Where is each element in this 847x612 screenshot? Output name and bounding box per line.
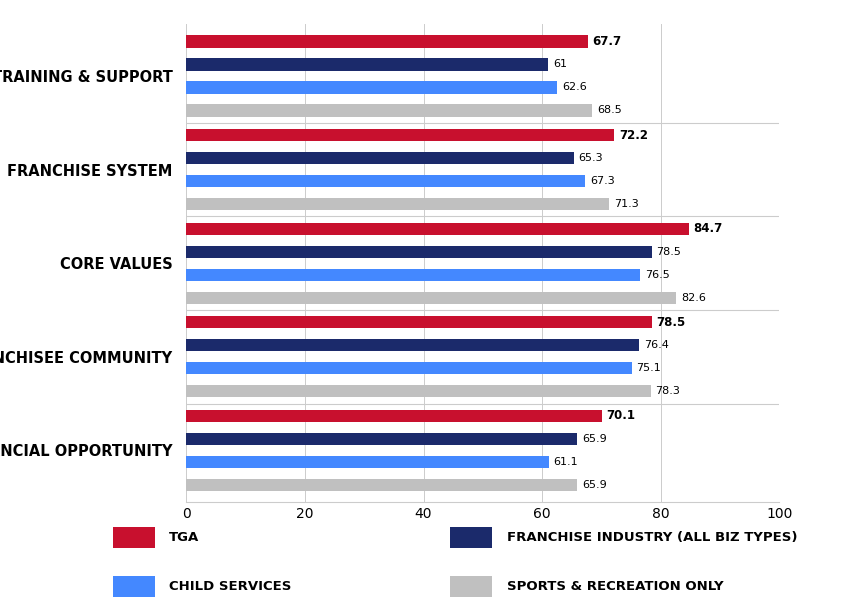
Text: 76.4: 76.4 [644,340,669,350]
Text: 67.3: 67.3 [590,176,615,186]
Bar [186,385,650,397]
Text: 65.9: 65.9 [582,434,606,444]
Bar [186,362,632,375]
Text: 68.5: 68.5 [597,105,622,116]
Bar [186,223,689,235]
Text: 76.5: 76.5 [645,270,669,280]
Text: 61: 61 [553,59,567,69]
Bar [186,433,577,445]
Text: 82.6: 82.6 [681,293,706,303]
Bar [186,245,652,258]
FancyBboxPatch shape [451,577,492,597]
FancyBboxPatch shape [113,577,155,597]
Bar [186,35,588,48]
Text: 61.1: 61.1 [553,457,578,467]
Text: TGA: TGA [169,531,199,544]
Bar [186,316,652,329]
Bar [186,479,577,491]
Text: 62.6: 62.6 [562,83,587,92]
Bar [186,291,676,304]
Bar [186,152,573,164]
Bar [186,339,639,351]
FancyBboxPatch shape [113,527,155,548]
Bar [186,81,557,94]
Text: 67.7: 67.7 [592,35,622,48]
Text: 78.3: 78.3 [656,386,680,396]
Text: 84.7: 84.7 [694,222,722,235]
Bar [186,269,640,281]
Text: 78.5: 78.5 [656,247,681,256]
Text: FRANCHISE INDUSTRY (ALL BIZ TYPES): FRANCHISE INDUSTRY (ALL BIZ TYPES) [507,531,797,544]
Bar [186,105,592,116]
Text: 78.5: 78.5 [656,316,686,329]
Text: 65.9: 65.9 [582,480,606,490]
Text: 75.1: 75.1 [636,364,662,373]
Bar [186,198,609,210]
Text: 65.3: 65.3 [579,153,603,163]
Text: SPORTS & RECREATION ONLY: SPORTS & RECREATION ONLY [507,580,723,594]
FancyBboxPatch shape [451,527,492,548]
Bar [186,175,585,187]
Bar [186,129,614,141]
Text: 71.3: 71.3 [614,199,639,209]
Bar [186,58,548,70]
Bar [186,456,549,468]
Text: CHILD SERVICES: CHILD SERVICES [169,580,291,594]
Text: 72.2: 72.2 [619,129,648,141]
Text: 70.1: 70.1 [606,409,636,422]
Bar [186,410,602,422]
